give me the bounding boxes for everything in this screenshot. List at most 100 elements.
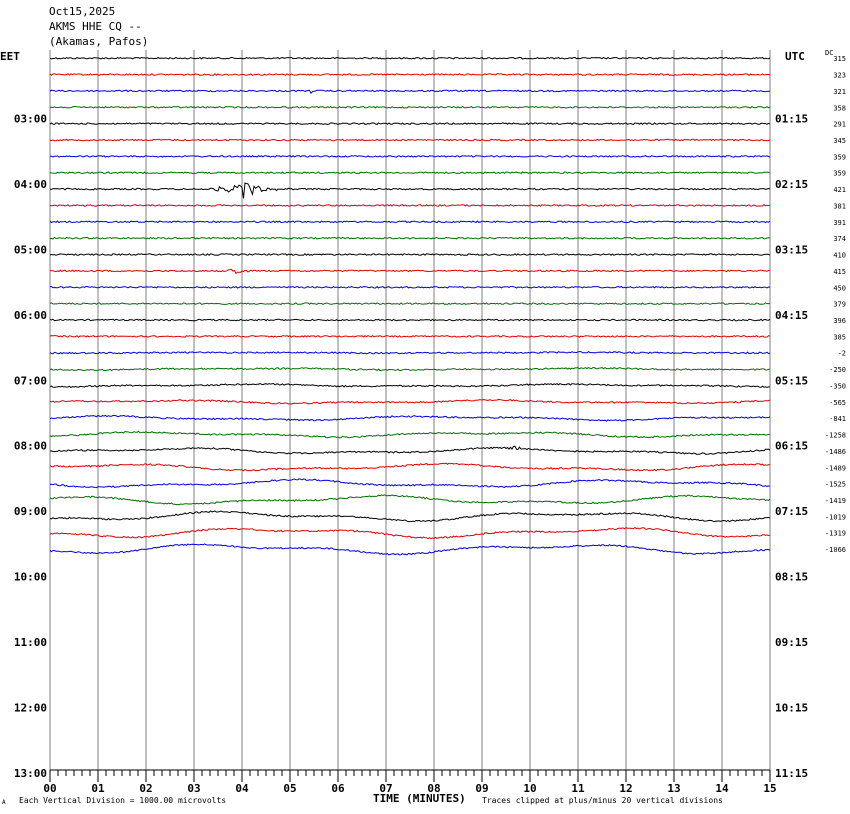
trace-line — [49, 285, 771, 289]
dc-offset-label: -1258 — [825, 432, 846, 440]
dc-offset-label: 315 — [833, 55, 846, 63]
trace-line — [49, 478, 771, 489]
scale-note: Each Vertical Division = 1000.00 microvo… — [19, 796, 227, 805]
x-tick-label: 13 — [667, 782, 680, 795]
right-hour-label: 02:15 — [775, 178, 808, 191]
x-tick-label: 04 — [235, 782, 249, 795]
dc-offset-label: 379 — [833, 301, 846, 309]
dc-offset-labels: 315 323 321 358 291 345 359 359 421 381 391 374 410 4… — [825, 55, 846, 554]
dc-offset-label: 391 — [833, 219, 846, 227]
dc-offset-label: 323 — [833, 72, 846, 80]
header-station: AKMS HHE CQ -- — [49, 20, 142, 33]
x-tick-label: 03 — [187, 782, 200, 795]
trace-line — [49, 462, 771, 472]
right-hour-label: 09:15 — [775, 636, 808, 649]
left-hour-label: 11:00 — [14, 636, 47, 649]
dc-offset-label: 450 — [833, 284, 846, 292]
trace-line — [49, 220, 771, 224]
trace-line — [49, 543, 771, 556]
trace-line — [49, 382, 770, 388]
left-hour-label: 12:00 — [14, 702, 47, 715]
dc-offset-label: 385 — [833, 333, 846, 341]
timezone-right-label: UTC — [785, 50, 805, 63]
dc-offset-label: -350 — [829, 382, 846, 390]
right-hour-label: 07:15 — [775, 505, 808, 518]
trace-line — [49, 204, 771, 207]
trace-line — [49, 414, 771, 422]
trace-line — [49, 154, 771, 158]
dc-header-label: DC — [825, 49, 834, 57]
trace-line — [49, 236, 771, 240]
dc-offset-label: 396 — [833, 317, 846, 325]
trace-line — [49, 171, 771, 175]
x-tick-label: 01 — [91, 782, 105, 795]
dc-offset-label: -1066 — [825, 546, 846, 554]
x-tick-label: 08 — [427, 782, 440, 795]
x-tick-label: 09 — [475, 782, 488, 795]
trace-line — [49, 89, 770, 95]
x-axis-title: TIME (MINUTES) — [373, 792, 466, 805]
trace-line — [49, 334, 771, 338]
right-hour-label: 05:15 — [775, 374, 808, 387]
x-axis: 00 01 02 03 04 05 06 07 08 09 10 11 12 13 14 15 — [43, 769, 777, 795]
dc-offset-label: -841 — [829, 415, 846, 423]
right-hour-label: 06:15 — [775, 440, 808, 453]
dc-offset-label: -1319 — [825, 530, 846, 538]
trace-line — [49, 56, 771, 60]
dc-offset-label: 415 — [833, 268, 846, 276]
seismic-traces — [49, 56, 771, 556]
left-time-labels: 03:00 04:00 05:00 06:00 07:00 08:00 09:00 10:00… — [14, 112, 47, 780]
trace-line — [49, 122, 771, 126]
x-tick-label: 05 — [283, 782, 296, 795]
dc-offset-label: 359 — [833, 170, 846, 178]
right-hour-label: 04:15 — [775, 309, 808, 322]
x-tick-label: 06 — [331, 782, 345, 795]
header-date: Oct15,2025 — [49, 5, 116, 18]
trace-line — [49, 526, 771, 540]
left-hour-label: 08:00 — [14, 440, 47, 453]
left-hour-label: 09:00 — [14, 505, 47, 518]
trace-line — [49, 510, 771, 523]
dc-offset-label: 291 — [833, 121, 846, 129]
trace-line — [49, 268, 771, 275]
x-tick-label: 02 — [139, 782, 152, 795]
dc-offset-label: 321 — [833, 88, 846, 96]
dc-offset-label: -250 — [829, 366, 846, 374]
left-hour-label: 03:00 — [14, 112, 47, 125]
right-hour-label: 10:15 — [775, 702, 808, 715]
trace-line — [49, 366, 771, 372]
dc-offset-label: -1489 — [825, 464, 846, 472]
trace-line — [49, 73, 771, 76]
dc-offset-label: -565 — [829, 399, 846, 407]
x-tick-label: 10 — [523, 782, 536, 795]
trace-line — [49, 302, 771, 306]
x-tick-label: 15 — [763, 782, 776, 795]
left-hour-label: 10:00 — [14, 571, 47, 584]
x-tick-label: 07 — [379, 782, 392, 795]
trace-line — [49, 494, 771, 506]
left-hour-label: 13:00 — [14, 767, 47, 780]
dc-offset-label: 410 — [833, 252, 846, 260]
dc-offset-label: 358 — [833, 104, 846, 112]
left-hour-label: 07:00 — [14, 374, 47, 387]
trace-line — [49, 430, 770, 439]
right-hour-label: 03:15 — [775, 243, 808, 256]
dc-offset-label: -1486 — [825, 448, 846, 456]
dc-offset-label: 374 — [833, 235, 846, 243]
left-hour-label: 06:00 — [14, 309, 47, 322]
x-tick-label: 12 — [619, 782, 632, 795]
left-hour-label: 05:00 — [14, 243, 47, 256]
dc-offset-label: 345 — [833, 137, 846, 145]
x-tick-label: 14 — [715, 782, 729, 795]
minute-gridlines — [49, 50, 771, 770]
trace-line — [49, 445, 771, 455]
right-time-labels: 01:15 02:15 03:15 04:15 05:15 06:15 07:15 08:15… — [775, 112, 808, 780]
dc-offset-label: 359 — [833, 153, 846, 161]
trace-line — [49, 318, 771, 322]
x-tick-label: 00 — [43, 782, 56, 795]
dc-offset-label: -2 — [838, 350, 846, 358]
x-tick-label: 11 — [571, 782, 585, 795]
trace-line — [49, 350, 771, 355]
trace-line — [49, 138, 771, 142]
